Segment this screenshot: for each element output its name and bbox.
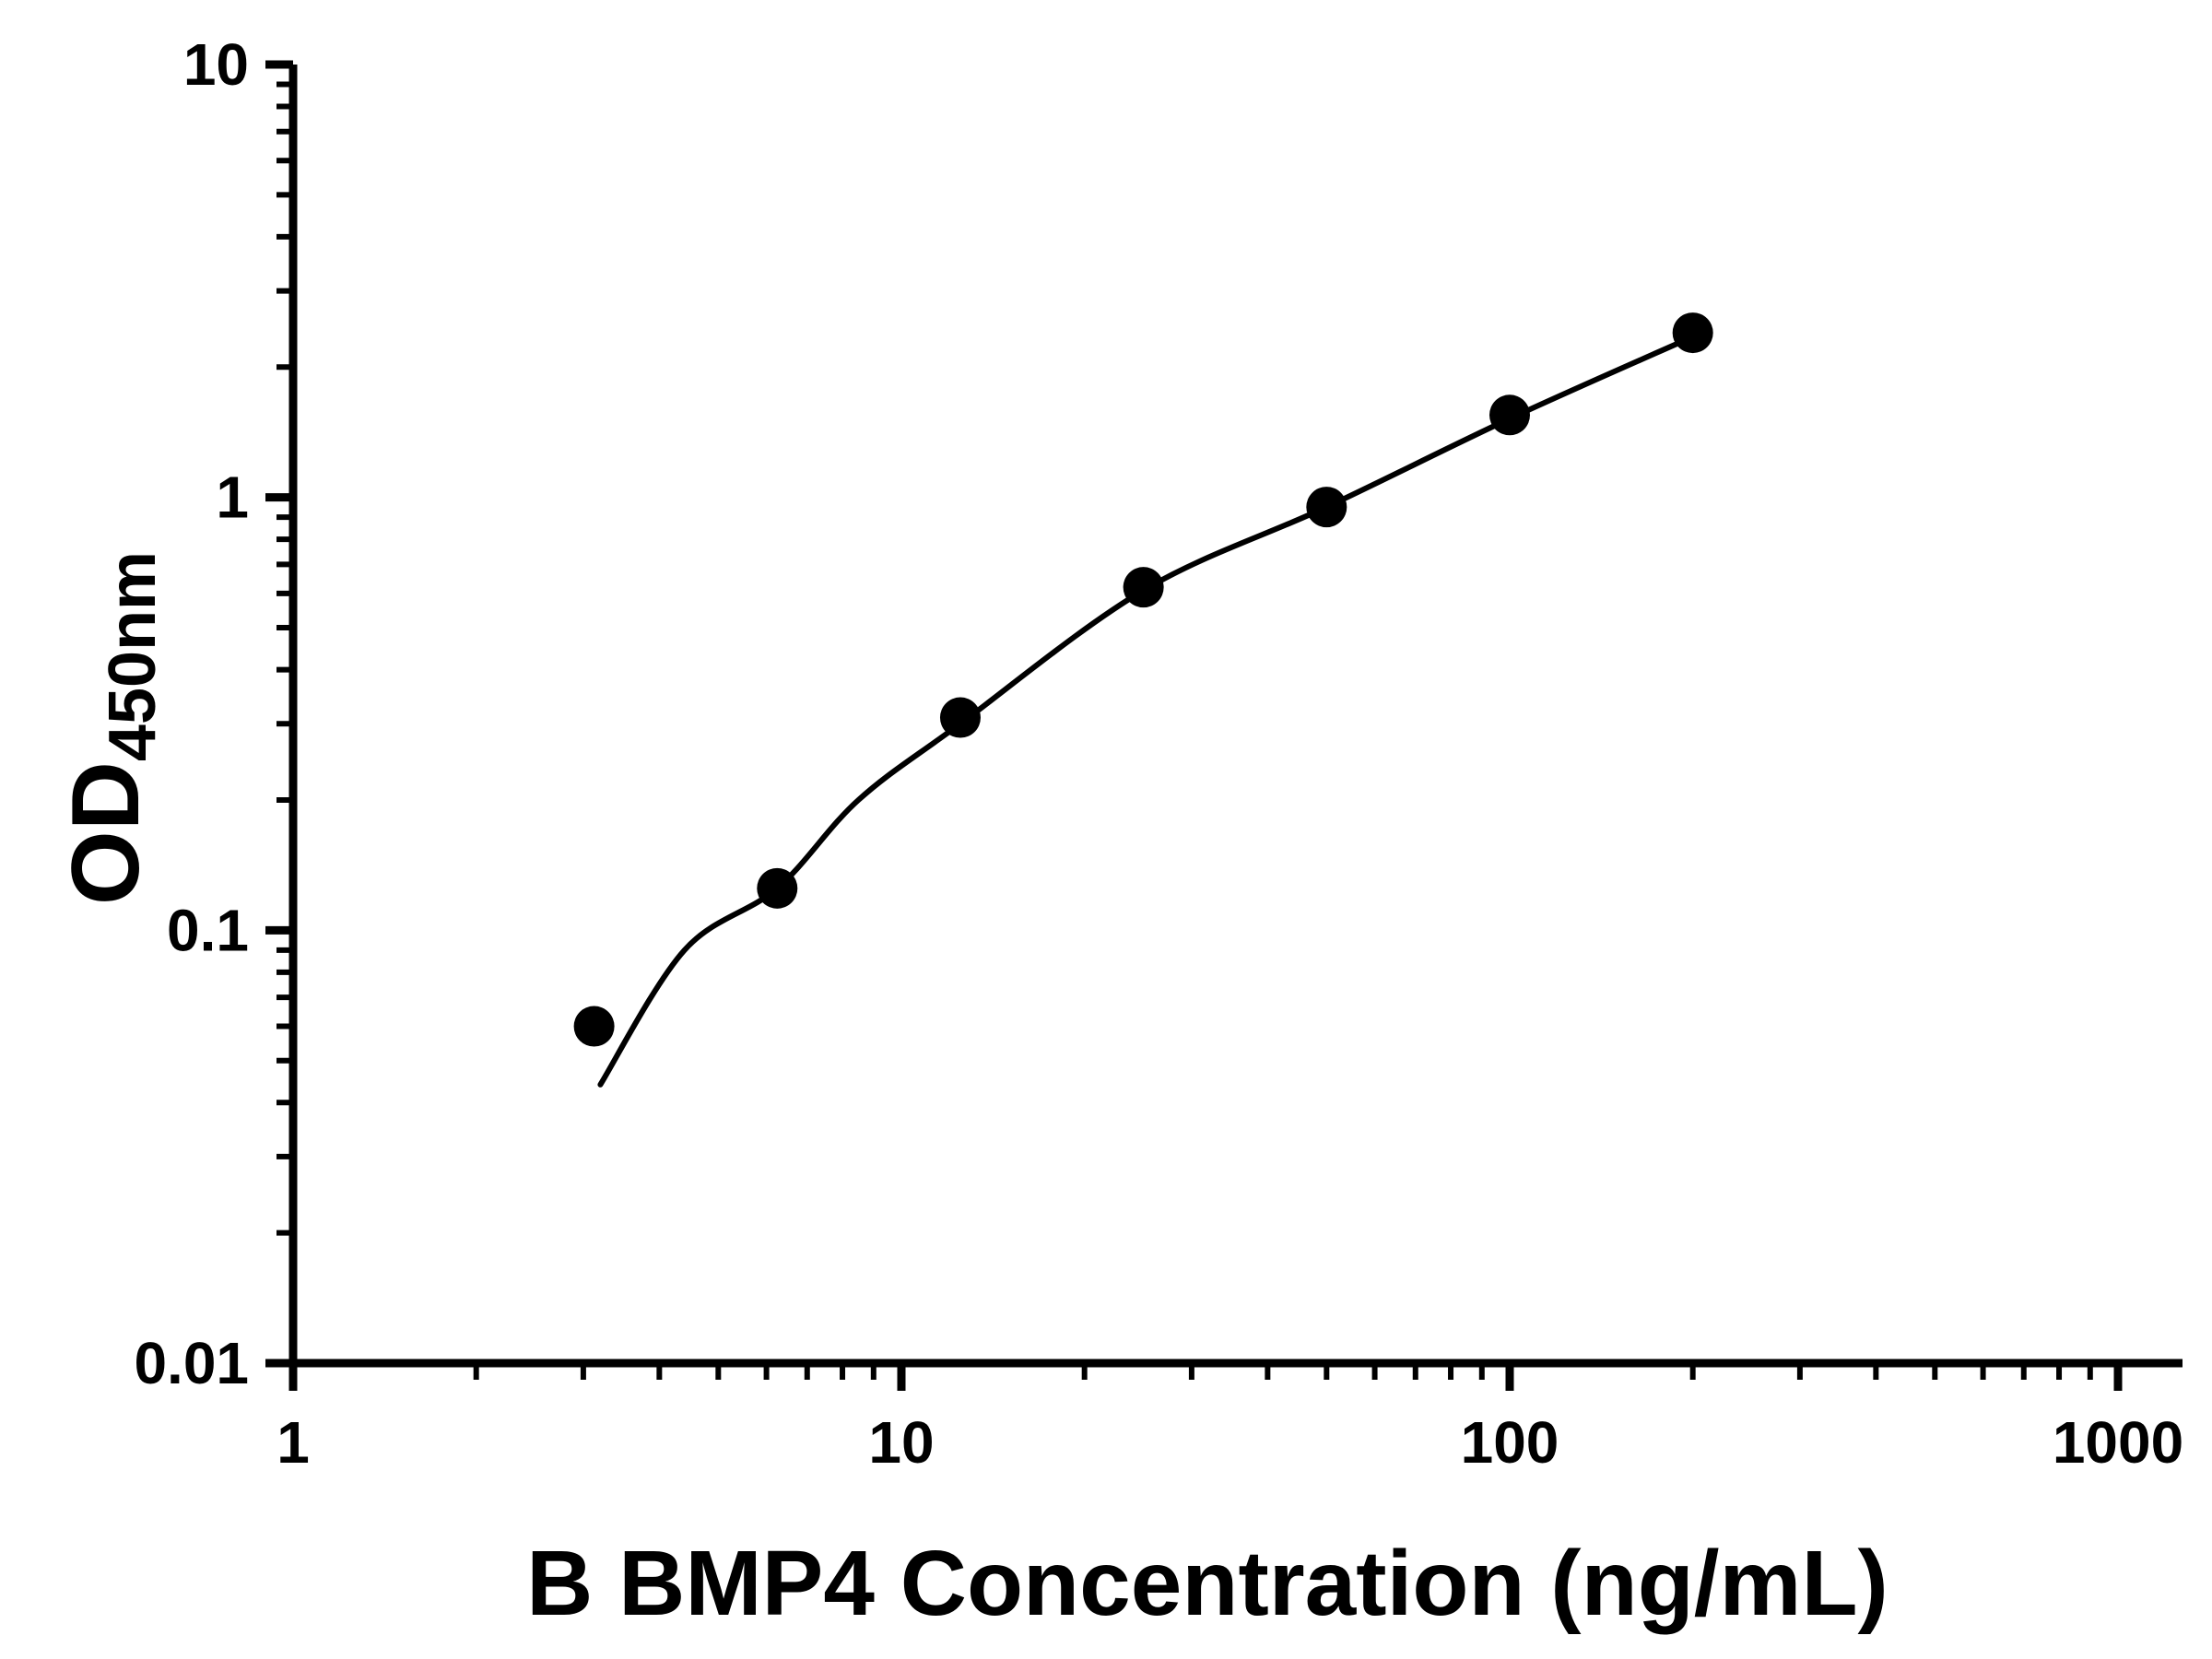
x-tick-label: 100 xyxy=(1461,1409,1559,1476)
data-point xyxy=(939,697,981,738)
x-axis-title: B BMP4 Concentration (ng/mL) xyxy=(526,1532,1888,1635)
tick-labels: 1 10 100 1000 0.01 0.1 1 10 xyxy=(134,31,2183,1476)
data-point xyxy=(1123,567,1164,608)
y-axis-title-main: OD xyxy=(53,761,159,905)
x-tick-label: 1 xyxy=(276,1409,310,1476)
y-tick-label: 0.01 xyxy=(134,1330,249,1396)
y-axis-title-sub: 450nm xyxy=(96,551,170,761)
data-point xyxy=(757,867,798,909)
data-point xyxy=(1672,312,1713,354)
x-tick-label: 10 xyxy=(868,1409,934,1476)
data-point xyxy=(1306,487,1347,528)
y-tick-label: 1 xyxy=(216,465,249,531)
axes xyxy=(288,65,2183,1368)
axis-lines xyxy=(288,65,2183,1368)
y-axis-title: OD450nm xyxy=(53,551,170,905)
x-tick-label: 1000 xyxy=(2053,1409,2183,1476)
y-tick-label: 10 xyxy=(183,31,249,98)
y-tick-label: 0.1 xyxy=(167,897,249,963)
tick-marks xyxy=(265,60,2123,1391)
data-points-group xyxy=(573,312,1713,1047)
fit-curve-group xyxy=(597,334,1696,1088)
fit-curve xyxy=(597,334,1696,1088)
data-point xyxy=(1489,394,1530,436)
data-point xyxy=(573,1006,615,1047)
